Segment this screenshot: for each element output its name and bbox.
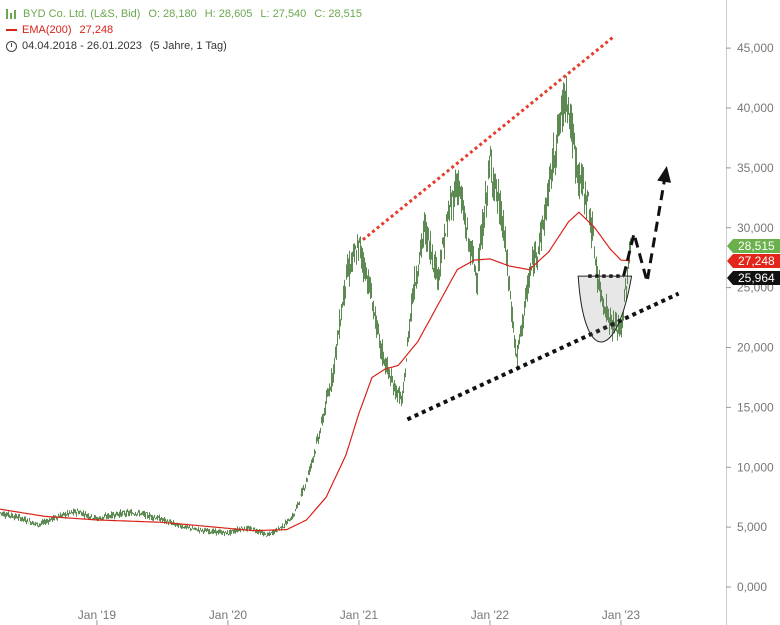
lower-trendline bbox=[406, 291, 680, 422]
ema-line-icon bbox=[6, 29, 17, 31]
y-tick-label: 5,000 bbox=[737, 520, 767, 534]
high-value: H: 28,605 bbox=[204, 8, 253, 20]
y-tick-label: 0,000 bbox=[737, 580, 767, 594]
y-tick-label: 35,000 bbox=[737, 161, 774, 175]
x-tick-label: Jan '22 bbox=[471, 608, 510, 622]
close-value: C: 28,515 bbox=[314, 8, 362, 20]
arrow-head bbox=[657, 165, 672, 183]
x-tick-label: Jan '21 bbox=[340, 608, 379, 622]
ema-value: 27,248 bbox=[79, 24, 114, 36]
y-tick-label: 20,000 bbox=[737, 341, 774, 355]
line-layer bbox=[0, 211, 631, 532]
projection-arrow bbox=[622, 173, 667, 282]
price-tag-label: 25,964 bbox=[738, 271, 775, 285]
y-tick-label: 45,000 bbox=[737, 41, 774, 55]
cup-pattern bbox=[577, 275, 633, 343]
low-value: L: 27,540 bbox=[260, 8, 307, 20]
ema-line bbox=[0, 211, 631, 532]
open-value: O: 28,180 bbox=[148, 8, 197, 20]
price-tag-label: 27,248 bbox=[738, 254, 775, 268]
legend-row-period: 04.04.2018 - 26.01.2023 (5 Jahre, 1 Tag) bbox=[6, 38, 362, 54]
y-tick-label: 15,000 bbox=[737, 400, 774, 414]
price-tag bbox=[727, 254, 780, 268]
axis-layer: 0,0005,00010,00015,00020,00025,00030,000… bbox=[78, 0, 774, 625]
price-tag-label: 28,515 bbox=[738, 239, 775, 253]
annotation-layer bbox=[361, 34, 680, 422]
ema-label: EMA(200) bbox=[22, 24, 72, 36]
chart-legend: BYD Co. Ltd. (L&S, Bid) O: 28,180 H: 28,… bbox=[6, 6, 362, 54]
legend-row-ema: EMA(200) 27,248 bbox=[6, 22, 362, 38]
price-tag bbox=[727, 271, 780, 285]
x-tick-label: Jan '20 bbox=[209, 608, 248, 622]
y-tick-label: 30,000 bbox=[737, 221, 774, 235]
period-label: (5 Jahre, 1 Tag) bbox=[149, 40, 227, 52]
clock-icon bbox=[6, 40, 17, 52]
legend-row-instrument: BYD Co. Ltd. (L&S, Bid) O: 28,180 H: 28,… bbox=[6, 6, 362, 22]
date-range: 04.04.2018 - 26.01.2023 bbox=[22, 40, 142, 52]
candle-layer bbox=[0, 76, 631, 537]
upper-trendline bbox=[361, 34, 616, 241]
x-tick-label: Jan '23 bbox=[602, 608, 641, 622]
y-tick-label: 10,000 bbox=[737, 460, 774, 474]
price-tag bbox=[727, 239, 780, 253]
instrument-title: BYD Co. Ltd. (L&S, Bid) bbox=[23, 8, 141, 20]
ohlc-bars-icon bbox=[6, 8, 18, 20]
y-tick-label: 40,000 bbox=[737, 101, 774, 115]
x-tick-label: Jan '19 bbox=[78, 608, 117, 622]
